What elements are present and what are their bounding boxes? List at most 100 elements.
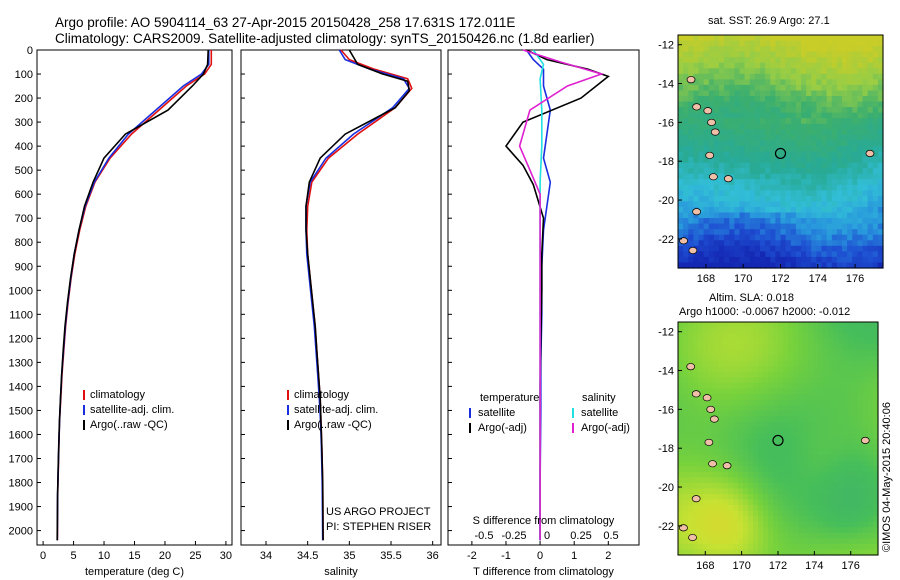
sst_map-cell bbox=[713, 62, 720, 69]
sst_map-cell bbox=[836, 201, 843, 208]
sst_map-cell bbox=[713, 118, 720, 125]
sst_map-cell bbox=[811, 157, 817, 164]
sst_map-cell bbox=[724, 240, 730, 247]
sst_map-cell bbox=[713, 251, 720, 258]
sst_map-cell bbox=[708, 229, 715, 236]
sla_map-cell bbox=[863, 466, 869, 473]
sla_map-cell bbox=[858, 549, 864, 556]
sst_map-cell bbox=[785, 229, 792, 236]
sst_map-cell bbox=[708, 140, 715, 147]
sla_map-cell bbox=[828, 366, 834, 373]
sst_map-cell bbox=[785, 46, 792, 53]
sst_map-cell bbox=[703, 218, 710, 225]
sst_map-cell bbox=[795, 229, 802, 236]
sst_map-cell bbox=[749, 184, 756, 191]
sla_map-cell bbox=[868, 383, 874, 390]
sst_map-cell bbox=[801, 73, 807, 80]
sst_map-cell bbox=[713, 184, 720, 191]
sla_map-cell bbox=[783, 371, 789, 378]
sla_map-cell bbox=[743, 477, 749, 484]
sla_map-cell bbox=[763, 344, 769, 351]
sst_map-cell bbox=[749, 168, 756, 175]
sla_map-cell bbox=[743, 471, 749, 478]
sst_map-cell bbox=[857, 112, 864, 119]
sst_map-cell bbox=[678, 212, 684, 219]
sst_map-cell bbox=[744, 46, 751, 53]
sla_map-cell bbox=[773, 427, 779, 434]
sst_map-cell bbox=[785, 157, 792, 164]
sla_map-cell bbox=[698, 344, 704, 351]
sst_map-cell bbox=[703, 68, 710, 75]
sst_map-cell bbox=[688, 46, 694, 53]
sla_map-cell bbox=[818, 549, 824, 556]
sla_map-cell bbox=[813, 516, 819, 523]
sla_map-cell bbox=[708, 477, 714, 484]
sla_map-cell bbox=[708, 455, 714, 462]
sst_map-cell bbox=[688, 256, 694, 263]
sst_map-cell bbox=[826, 173, 833, 180]
sla_map-cell bbox=[718, 322, 724, 329]
sla_map-cell bbox=[803, 394, 809, 401]
sst_map-cell bbox=[683, 57, 689, 64]
sst_map-cell bbox=[739, 151, 746, 158]
sst_map-cell bbox=[678, 73, 684, 80]
difference-top-tick-label: -0.5 bbox=[475, 530, 494, 542]
sst_map-cell bbox=[790, 73, 797, 80]
sst_map-cell bbox=[831, 234, 838, 241]
sla_map-cell bbox=[738, 505, 744, 512]
sla_map-cell bbox=[758, 449, 764, 456]
sst_map-cell bbox=[775, 173, 782, 180]
sla_map-cell bbox=[783, 444, 789, 451]
sla_map-cell bbox=[753, 333, 759, 340]
sst_map-cell bbox=[754, 190, 761, 197]
sla_map-cell bbox=[693, 471, 699, 478]
sst_map-cell bbox=[724, 46, 730, 53]
sla_map-cell bbox=[733, 344, 739, 351]
sst_map-cell bbox=[713, 123, 720, 130]
sst_map-cell bbox=[744, 35, 751, 42]
sla_map-cell bbox=[818, 455, 824, 462]
sla_map-cell bbox=[873, 410, 879, 417]
sst_map-cell bbox=[688, 168, 694, 175]
sla_map-cell bbox=[833, 516, 839, 523]
sla_map-cell bbox=[768, 477, 774, 484]
sla_map-cell bbox=[793, 366, 799, 373]
sst_map-cell bbox=[811, 146, 817, 153]
sst_map-cell bbox=[765, 201, 771, 208]
sst_map-cell bbox=[836, 140, 843, 147]
sla_map-cell bbox=[678, 438, 684, 445]
sla_map-cell bbox=[768, 438, 774, 445]
salinity-series-argorawqc bbox=[305, 49, 411, 541]
sst_map-cell bbox=[688, 151, 694, 158]
sst_map-cell bbox=[713, 146, 720, 153]
sla_map-cell bbox=[708, 471, 714, 478]
sst_map-cell bbox=[765, 223, 771, 230]
sst_map-cell bbox=[683, 107, 689, 114]
sst_map-cell bbox=[872, 256, 879, 263]
sst_map-cell bbox=[770, 51, 776, 58]
sst_map-cell bbox=[744, 68, 751, 75]
sla_map-cell bbox=[708, 449, 714, 456]
temperature-xtick-label: 20 bbox=[159, 550, 171, 562]
sst_map-cell bbox=[724, 73, 730, 80]
sst_map-cell bbox=[816, 112, 823, 119]
sla_map-cell bbox=[738, 466, 744, 473]
sla_map-cell bbox=[683, 460, 689, 467]
sst_map-cell bbox=[724, 262, 730, 269]
sla_map-cell bbox=[758, 349, 764, 356]
sst_map-cell bbox=[775, 40, 782, 47]
sst_map-cell bbox=[678, 146, 684, 153]
sst_map-cell bbox=[826, 256, 833, 263]
sst_map-cell bbox=[780, 51, 787, 58]
sst_map-cell bbox=[852, 35, 858, 42]
sla_map-cell bbox=[708, 338, 714, 345]
sst_map-cell bbox=[688, 112, 694, 119]
sla_map-cell bbox=[733, 471, 739, 478]
sst_map-cell bbox=[749, 40, 756, 47]
sst_map-cell bbox=[867, 223, 874, 230]
sla_map-cell bbox=[853, 510, 859, 517]
sla_map-cell bbox=[693, 538, 699, 545]
sla_map-cell bbox=[783, 322, 789, 329]
sst_map-cell bbox=[816, 51, 823, 58]
sst_map-cell bbox=[760, 223, 766, 230]
